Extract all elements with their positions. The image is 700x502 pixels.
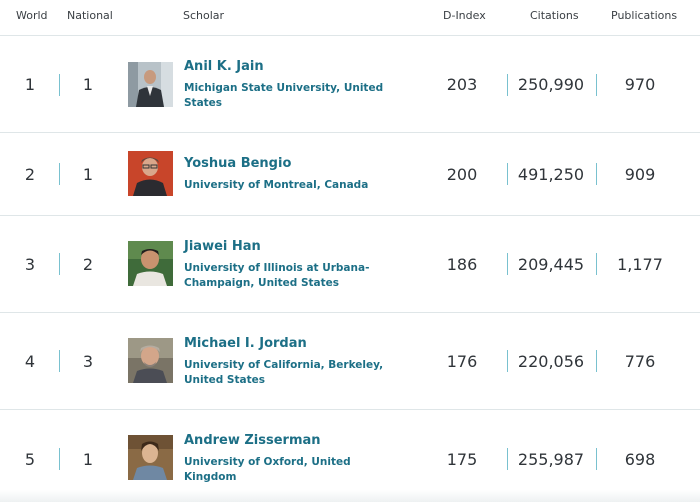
divider	[596, 253, 597, 275]
national-rank: 3	[82, 352, 94, 371]
scholar-institution: University of California, Berkeley, Unit…	[184, 359, 384, 386]
scholar-photo[interactable]	[128, 338, 173, 383]
divider	[507, 163, 508, 185]
table-row: 2 1 Yoshua Bengio University of Montreal…	[0, 132, 700, 216]
citations-value: 250,990	[517, 75, 585, 94]
divider	[507, 253, 508, 275]
scholar-photo[interactable]	[128, 62, 173, 107]
divider	[507, 350, 508, 372]
divider	[596, 448, 597, 470]
scholar-name-link[interactable]: Andrew Zisserman	[184, 433, 321, 448]
publications-value: 1,177	[617, 255, 663, 274]
national-rank: 2	[82, 255, 94, 274]
scholar-institution: Michigan State University, United States	[184, 82, 384, 109]
dindex-value: 203	[446, 75, 478, 94]
dindex-value: 175	[446, 450, 478, 469]
citations-value: 220,056	[517, 352, 585, 371]
scholar-photo[interactable]	[128, 241, 173, 286]
national-rank: 1	[82, 165, 94, 184]
divider	[59, 350, 60, 372]
scholar-name-link[interactable]: Yoshua Bengio	[184, 156, 292, 171]
citations-value: 255,987	[517, 450, 585, 469]
table-header: World National Scholar D-Index Citations…	[0, 0, 700, 36]
dindex-value: 186	[446, 255, 478, 274]
table-row: 5 1 Andrew Zisserman University of Oxfor…	[0, 409, 700, 502]
divider	[59, 74, 60, 96]
scholar-institution: University of Montreal, Canada	[184, 179, 369, 191]
scholar-photo[interactable]	[128, 435, 173, 480]
table-row: 4 3 Michael I. Jordan University of Cali…	[0, 312, 700, 410]
citations-value: 209,445	[517, 255, 585, 274]
divider	[596, 163, 597, 185]
dindex-value: 200	[446, 165, 478, 184]
scholar-photo[interactable]	[128, 151, 173, 196]
divider	[59, 448, 60, 470]
citations-value: 491,250	[517, 165, 585, 184]
header-national[interactable]: National	[67, 9, 113, 22]
publications-value: 909	[624, 165, 656, 184]
national-rank: 1	[82, 75, 94, 94]
table-row: 1 1 Anil K. Jain Michigan State Universi…	[0, 35, 700, 133]
header-scholar: Scholar	[183, 9, 225, 22]
table-row: 3 2 Jiawei Han University of Illinois at…	[0, 215, 700, 313]
scroll-fade	[0, 490, 700, 502]
publications-value: 970	[624, 75, 656, 94]
world-rank: 1	[24, 75, 36, 94]
world-rank: 5	[24, 450, 36, 469]
national-rank: 1	[82, 450, 94, 469]
header-world[interactable]: World	[16, 9, 48, 22]
divider	[59, 163, 60, 185]
divider	[596, 350, 597, 372]
world-rank: 3	[24, 255, 36, 274]
divider	[59, 253, 60, 275]
publications-value: 776	[624, 352, 656, 371]
scholar-name-link[interactable]: Jiawei Han	[184, 239, 261, 254]
scholar-name-link[interactable]: Anil K. Jain	[184, 59, 264, 74]
dindex-value: 176	[446, 352, 478, 371]
header-publications[interactable]: Publications	[611, 9, 678, 22]
scholar-institution: University of Oxford, United Kingdom	[184, 456, 351, 483]
world-rank: 4	[24, 352, 36, 371]
publications-value: 698	[624, 450, 656, 469]
world-rank: 2	[24, 165, 36, 184]
header-citations[interactable]: Citations	[530, 9, 579, 22]
scholar-institution: University of Illinois at Urbana-Champai…	[184, 262, 370, 289]
divider	[507, 74, 508, 96]
divider	[507, 448, 508, 470]
header-dindex[interactable]: D-Index	[443, 9, 486, 22]
divider	[596, 74, 597, 96]
scholar-name-link[interactable]: Michael I. Jordan	[184, 336, 307, 351]
